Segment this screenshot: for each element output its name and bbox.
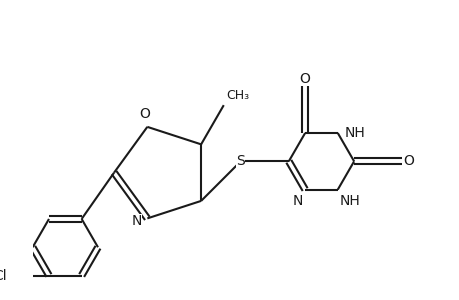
Text: O: O	[139, 107, 150, 121]
Text: NH: NH	[344, 126, 364, 140]
Text: CH₃: CH₃	[226, 89, 249, 102]
Text: NH: NH	[339, 194, 360, 208]
Text: O: O	[299, 72, 310, 86]
Text: N: N	[131, 214, 141, 228]
Text: O: O	[403, 154, 414, 168]
Text: N: N	[292, 194, 302, 208]
Text: S: S	[236, 154, 245, 168]
Text: Cl: Cl	[0, 268, 6, 283]
